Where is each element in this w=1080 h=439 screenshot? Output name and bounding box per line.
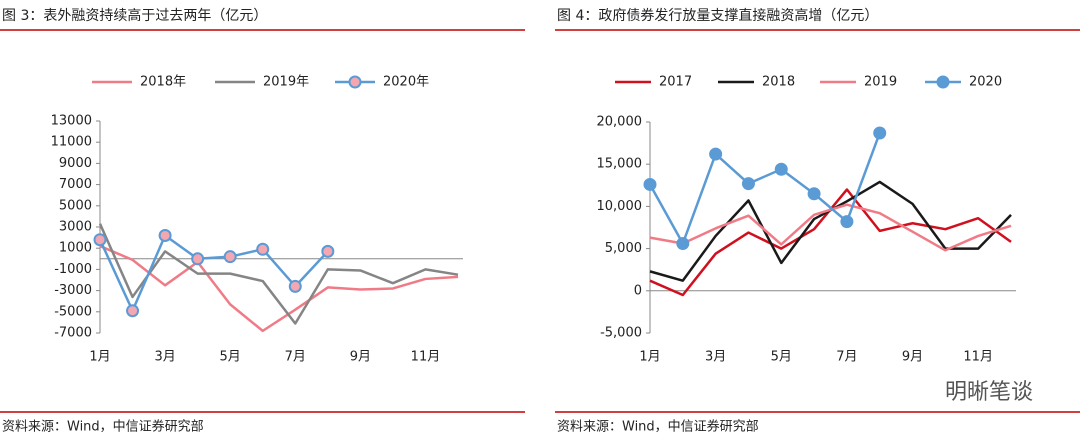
x-tick-label: 9月: [902, 350, 923, 365]
watermark: 明晰笔谈: [945, 380, 1033, 405]
x-tick-label: 7月: [285, 350, 306, 365]
marker: [840, 215, 854, 229]
marker: [321, 244, 335, 258]
y-tick-label: 20,000: [597, 115, 643, 130]
marker: [191, 252, 205, 266]
legend-label: 2019年: [263, 75, 309, 90]
y-tick-label: -3000: [54, 283, 92, 298]
series-line: [99, 244, 459, 333]
legend-label: 2020: [969, 75, 1002, 90]
series-line: [648, 132, 881, 245]
marker: [774, 162, 788, 176]
y-tick-label: 5000: [59, 198, 92, 213]
marker: [288, 279, 302, 293]
marker: [709, 147, 723, 161]
legend-marker: [936, 75, 950, 89]
x-tick-label: 7月: [836, 350, 857, 365]
y-tick-label: 9000: [59, 156, 92, 171]
y-tick-label: 10,000: [597, 199, 643, 214]
y-tick-label: -7000: [54, 326, 92, 341]
legend-label: 2019: [864, 75, 897, 90]
marker: [126, 304, 140, 318]
marker: [256, 242, 270, 256]
y-tick-label: 1000: [59, 241, 92, 256]
y-tick-label: 3000: [59, 220, 92, 235]
x-tick-label: 9月: [350, 350, 371, 365]
marker: [223, 250, 237, 264]
marker: [643, 177, 657, 191]
marker: [873, 126, 887, 140]
marker: [93, 233, 107, 247]
series-line: [98, 223, 459, 325]
legend-label: 2018: [762, 75, 795, 90]
legend-label: 2020年: [383, 75, 429, 90]
x-tick-label: 1月: [89, 350, 110, 365]
x-tick-label: 5月: [771, 350, 792, 365]
y-tick-label: 0: [634, 283, 642, 298]
y-tick-label: -1000: [54, 262, 92, 277]
x-tick-label: 3月: [705, 350, 726, 365]
marker: [741, 177, 755, 191]
marker: [158, 228, 172, 242]
y-tick-label: 13000: [51, 114, 92, 129]
y-tick-label: -5000: [54, 304, 92, 319]
x-tick-label: 5月: [220, 350, 241, 365]
legend-label: 2018年: [140, 75, 186, 90]
y-tick-label: -5,000: [600, 326, 642, 341]
legend-marker: [348, 75, 362, 89]
marker: [676, 237, 690, 251]
y-tick-label: 15,000: [597, 157, 643, 172]
x-tick-label: 11月: [411, 350, 441, 365]
y-tick-label: 7000: [59, 177, 92, 192]
x-tick-label: 1月: [639, 350, 660, 365]
source: 资料来源：Wind，中信证券研究部: [557, 419, 759, 435]
y-tick-label: 11000: [51, 135, 92, 150]
x-tick-label: 11月: [963, 350, 993, 365]
series-line: [98, 234, 329, 312]
y-tick-label: 5,000: [605, 241, 642, 256]
chart-title: 图 3：表外融资持续高于过去两年（亿元）: [2, 7, 267, 24]
x-tick-label: 3月: [154, 350, 175, 365]
chart-title: 图 4：政府债券发行放量支撑直接融资高增（亿元）: [557, 7, 878, 24]
marker: [807, 187, 821, 201]
legend-label: 2017: [659, 75, 692, 90]
source: 资料来源：Wind，中信证券研究部: [2, 419, 204, 435]
series-line: [649, 203, 1012, 252]
